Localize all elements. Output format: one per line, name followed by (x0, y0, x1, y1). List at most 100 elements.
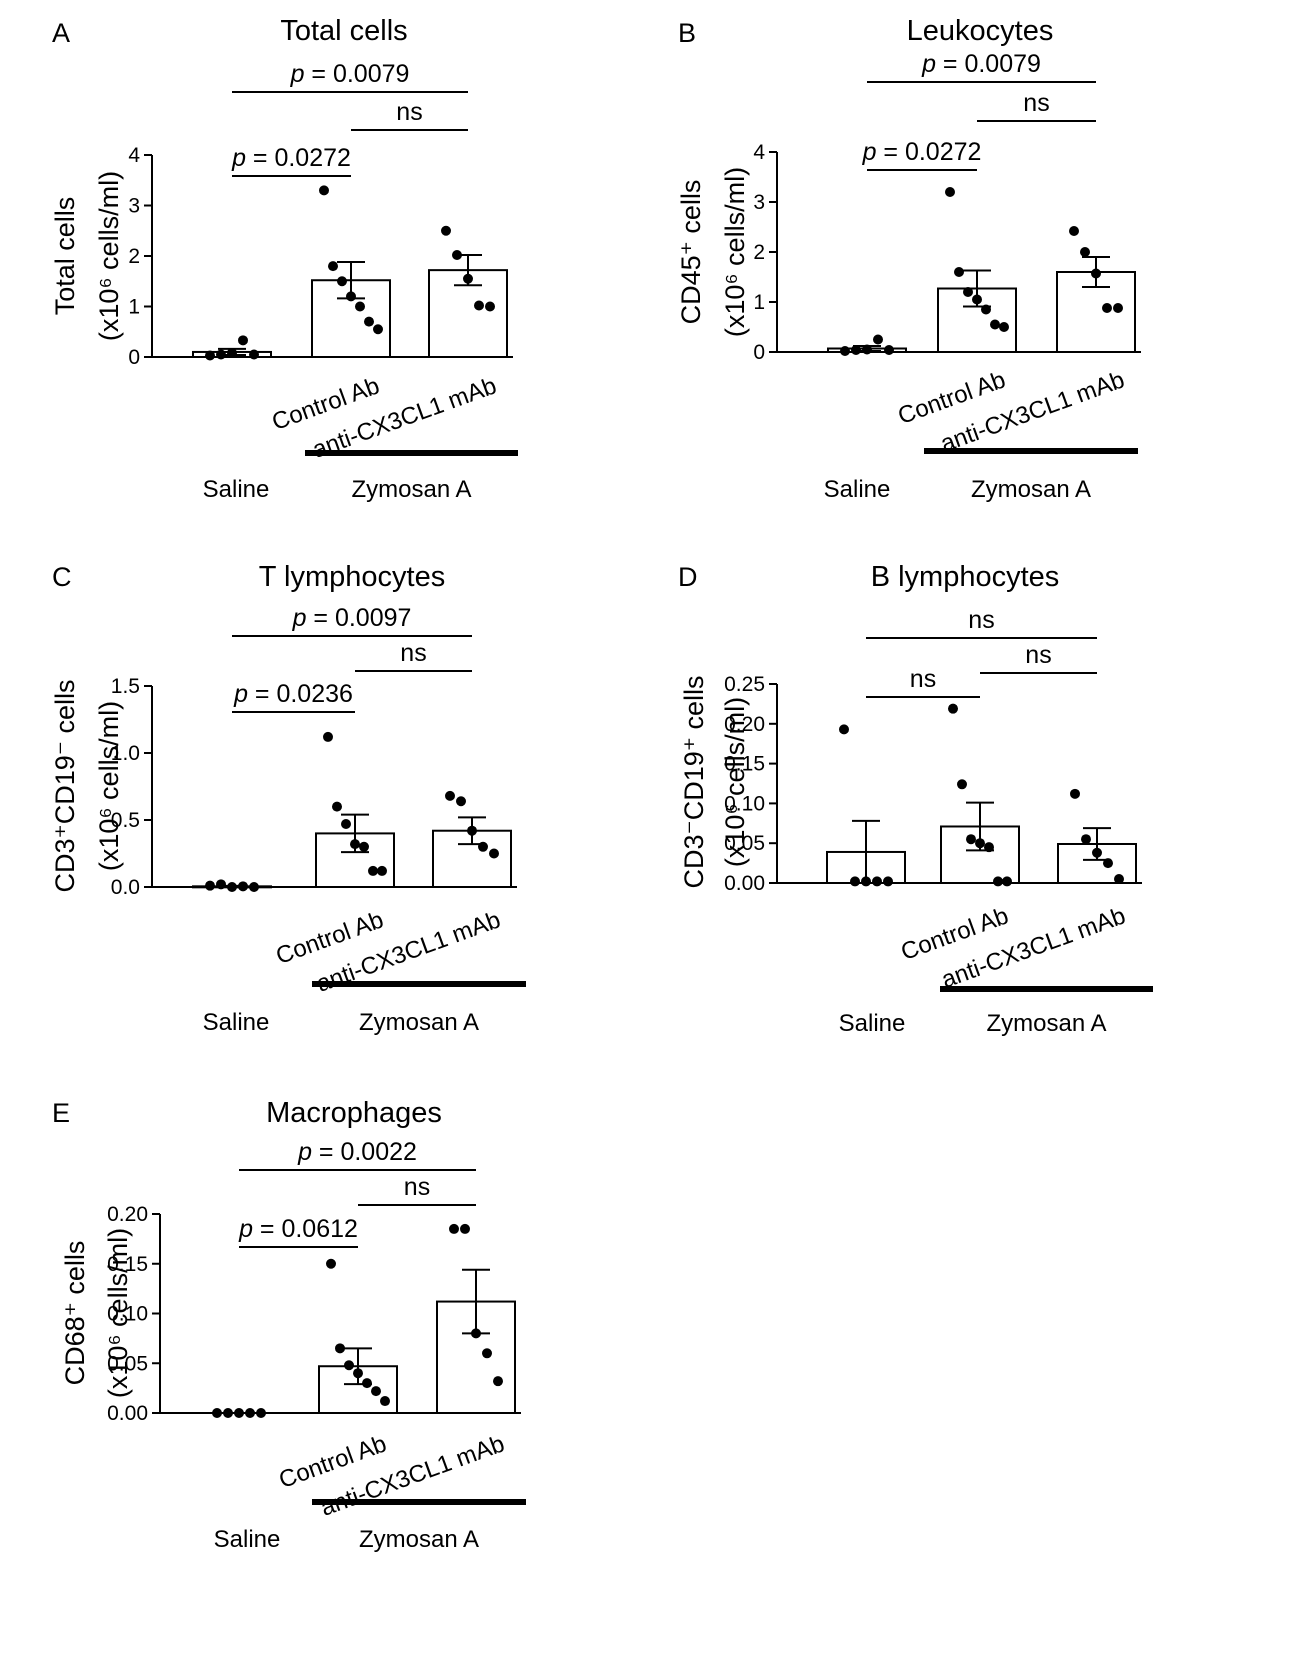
group-label-saline: Saline (824, 476, 891, 503)
data-point (839, 724, 849, 735)
data-point (227, 347, 237, 358)
data-point (364, 316, 374, 327)
data-point (341, 819, 351, 830)
data-point (972, 294, 982, 305)
y-axis-label: CD3⁺CD19⁻ cells (50, 679, 80, 892)
y-axis-unit-label: (x10⁶ cells/ml) (720, 697, 750, 867)
panel-letter: D (678, 562, 698, 592)
y-tick-label: 1 (753, 291, 765, 314)
chart-title: T lymphocytes (259, 561, 445, 593)
data-point (850, 876, 860, 887)
data-point (362, 1378, 372, 1389)
y-tick-label: 0 (753, 341, 765, 364)
y-axis-label: CD3⁻CD19⁺ cells (679, 675, 709, 888)
data-point (452, 249, 462, 260)
data-point (981, 304, 991, 315)
group-label-zymosan: Zymosan A (359, 1526, 479, 1553)
panel-letter: C (52, 562, 72, 592)
data-point (249, 349, 259, 360)
data-point (205, 880, 215, 891)
data-point (355, 301, 365, 312)
data-point (1114, 874, 1124, 885)
significance-label: ns (1025, 641, 1051, 669)
y-tick-label: 2 (128, 245, 140, 268)
y-tick-label: 3 (753, 191, 765, 214)
chart-title: Macrophages (266, 1097, 442, 1129)
data-point (380, 1396, 390, 1407)
data-point (319, 185, 329, 196)
y-tick-label: 1.5 (111, 675, 140, 698)
data-point (350, 839, 360, 850)
y-axis-label: Total cells (50, 197, 80, 316)
data-point (1070, 788, 1080, 799)
data-point (954, 267, 964, 277)
significance-label: p = 0.0079 (921, 50, 1041, 78)
significance-label: p = 0.0097 (292, 604, 412, 632)
group-label-saline: Saline (214, 1526, 281, 1553)
chart-title: Total cells (280, 15, 407, 47)
data-point (245, 1408, 255, 1418)
data-point (1069, 226, 1079, 236)
data-point (344, 1360, 354, 1371)
panel-letter: B (678, 18, 696, 48)
y-axis-unit-label: (x10⁶ cells/ml) (94, 171, 124, 341)
data-point (1002, 876, 1012, 887)
data-point (1091, 268, 1101, 279)
data-point (948, 703, 958, 714)
data-point (873, 334, 883, 345)
panel-letter: E (52, 1098, 70, 1128)
data-point (216, 349, 226, 360)
group-label-saline: Saline (839, 1010, 906, 1037)
data-point (1080, 247, 1090, 257)
data-point (212, 1408, 222, 1418)
y-axis-unit-label: (x10⁶ cells/ml) (720, 167, 750, 337)
y-tick-label: 0.20 (107, 1203, 148, 1226)
y-tick-label: 1.0 (111, 742, 140, 765)
y-tick-label: 0.0 (111, 876, 140, 899)
data-point (1081, 834, 1091, 845)
data-point (945, 187, 955, 197)
significance-label: p = 0.0272 (231, 144, 351, 172)
data-point (963, 287, 973, 297)
data-point (460, 1223, 470, 1234)
data-point (957, 779, 967, 790)
data-point (326, 1258, 336, 1269)
data-point (1103, 858, 1113, 869)
data-point (861, 876, 871, 887)
data-point (216, 879, 226, 890)
group-label-zymosan: Zymosan A (351, 476, 471, 503)
data-point (1092, 847, 1102, 858)
data-point (493, 1376, 503, 1387)
data-point (371, 1386, 381, 1397)
group-label-zymosan: Zymosan A (971, 476, 1091, 503)
data-point (337, 276, 347, 287)
y-axis-label: CD68⁺ cells (60, 1241, 90, 1386)
y-tick-label: 0.10 (724, 792, 765, 815)
data-point (1102, 303, 1112, 313)
data-point (966, 834, 976, 845)
y-axis-unit-label: (x10⁶ cells/ml) (103, 1228, 133, 1398)
data-point (234, 1408, 244, 1418)
y-tick-label: 0.10 (107, 1303, 148, 1326)
data-point (353, 1368, 363, 1379)
y-tick-label: 0.15 (724, 753, 765, 776)
significance-label: ns (404, 1173, 430, 1201)
data-point (368, 865, 378, 876)
significance-label: p = 0.0612 (238, 1215, 358, 1243)
significance-label: ns (1023, 89, 1049, 117)
data-point (332, 801, 342, 812)
panel-c: C T lymphocytes CD3⁺CD19⁻ cells (x10⁶ cells… (50, 561, 526, 1036)
group-label-zymosan: Zymosan A (986, 1010, 1106, 1037)
data-point (984, 842, 994, 853)
y-axis-unit-label: (x10⁶ cells/ml) (94, 701, 124, 871)
group-label-saline: Saline (203, 1009, 270, 1036)
y-tick-label: 0.20 (724, 713, 765, 736)
data-point (489, 848, 499, 859)
panel-d: D B lymphocytes CD3⁻CD19⁺ cells (x10⁶ cells… (678, 561, 1153, 1037)
significance-label: p = 0.0022 (297, 1138, 417, 1166)
y-tick-label: 2 (753, 241, 765, 264)
panel-a: A Total cells Total cells (x10⁶ cells/ml)0 1… (50, 15, 518, 503)
data-point (1113, 303, 1123, 313)
y-tick-label: 3 (128, 195, 140, 218)
